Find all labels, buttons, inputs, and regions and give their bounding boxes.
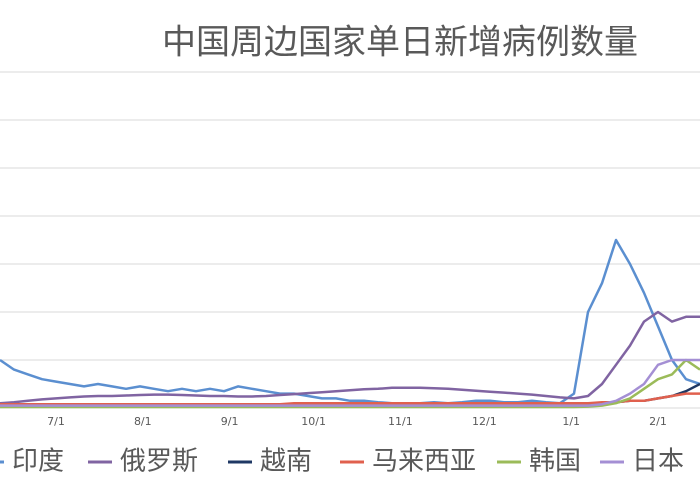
series-line bbox=[0, 358, 700, 407]
legend-label: 日本 bbox=[632, 447, 684, 477]
x-tick-label: 8/1 bbox=[134, 415, 152, 428]
chart-title: 中国周边国家单日新增病例数量 bbox=[162, 23, 638, 63]
series-line bbox=[0, 310, 700, 405]
x-tick-label: 1/1 bbox=[562, 415, 580, 428]
x-tick-label: 11/1 bbox=[388, 415, 413, 428]
x-tick-label: 7/1 bbox=[47, 415, 65, 428]
legend-label: 马来西亚 bbox=[372, 447, 476, 477]
series-line bbox=[0, 392, 700, 406]
x-tick-label: 10/1 bbox=[301, 415, 326, 428]
legend-label: 越南 bbox=[260, 447, 312, 477]
legend-label: 韩国 bbox=[529, 447, 581, 477]
x-tick-label: 12/1 bbox=[472, 415, 497, 428]
x-tick-label: 9/1 bbox=[221, 415, 239, 428]
series-line bbox=[0, 238, 700, 405]
x-tick-label: 2/1 bbox=[649, 415, 667, 428]
legend-label: 俄罗斯 bbox=[120, 447, 198, 477]
legend-label: 印度 bbox=[12, 447, 64, 477]
